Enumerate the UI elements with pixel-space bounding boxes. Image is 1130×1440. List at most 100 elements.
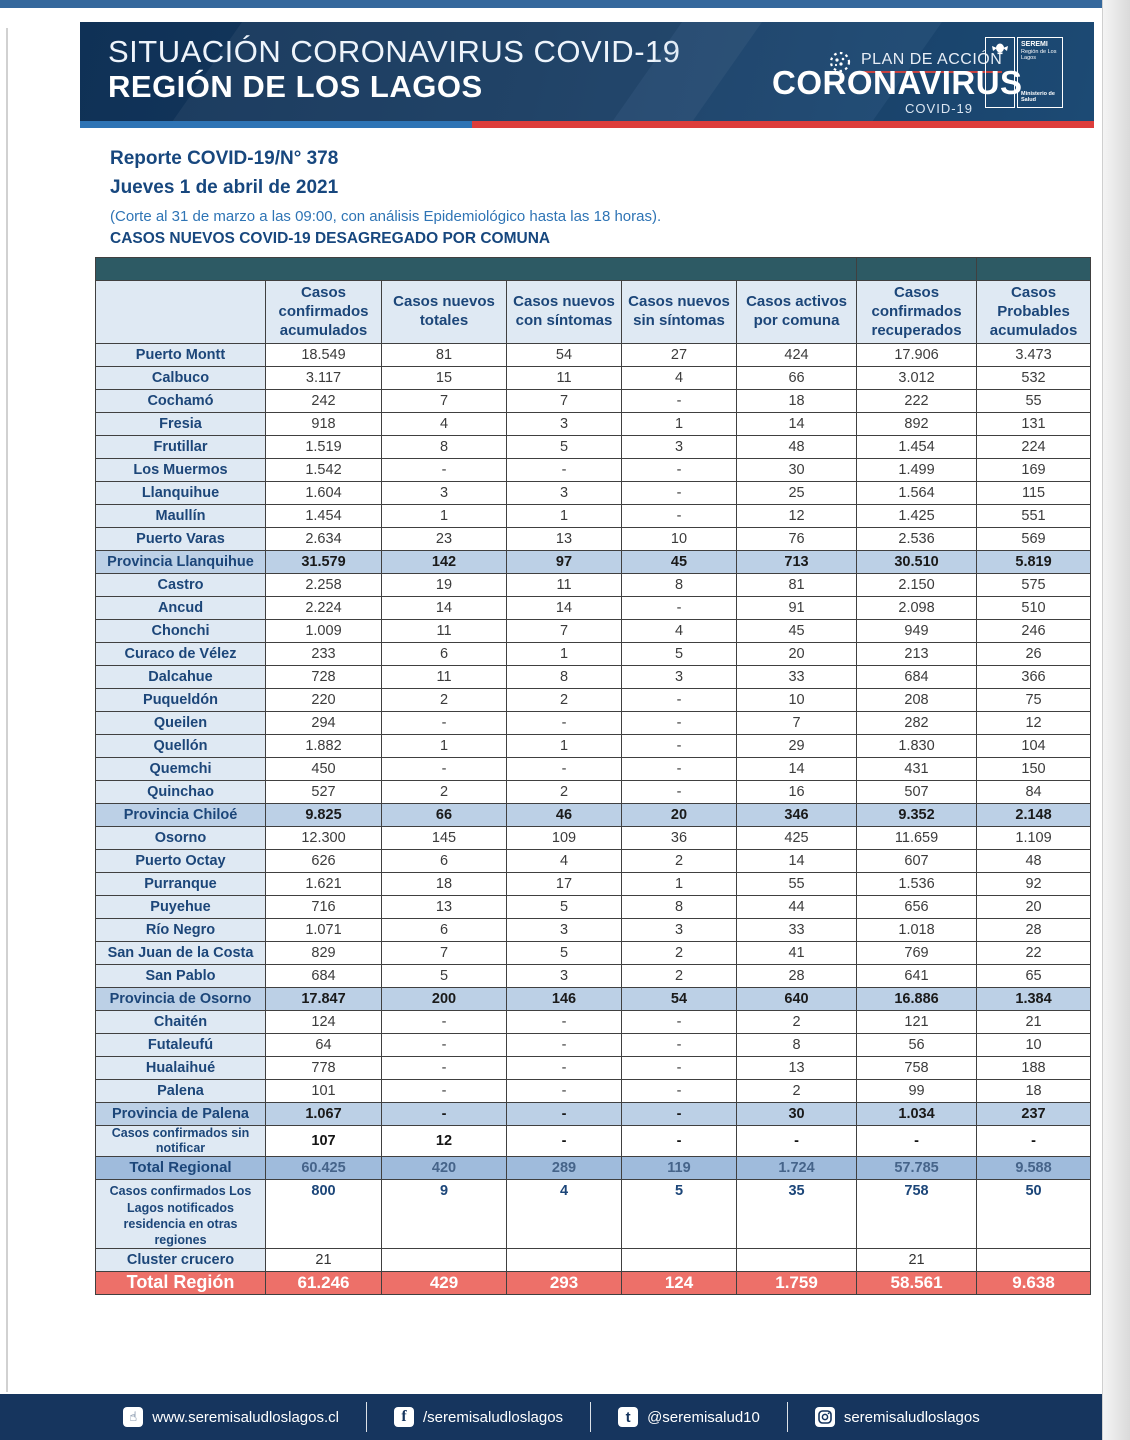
table-cell: 892 [856,412,978,437]
table-cell: 124 [621,1271,737,1296]
table-cell: 12 [735,504,858,529]
table-cell: 1.830 [856,734,978,759]
table-cell: 1.604 [265,481,382,506]
table-cell: 45 [735,619,858,644]
table-cell: 450 [265,757,382,782]
table-cell: 48 [735,435,858,460]
footer-divider [365,1402,367,1432]
table-cell: 656 [856,895,978,920]
table-cell: 5 [506,941,622,966]
row-label: Fresia [95,412,266,437]
row-label: Provincia Chiloé [95,803,266,828]
stripe-blue-segment [80,121,472,128]
table-cell: - [381,711,507,736]
table-cell: - [506,1102,622,1127]
table-cell: 17.847 [265,987,382,1012]
table-cell: - [621,1125,737,1158]
table-cell: 758 [856,1056,978,1081]
twitter-icon: t [618,1407,639,1427]
seremi-text-box: SEREMI Región de Los Lagos Ministerio de… [1017,37,1063,108]
table-cell: 429 [381,1271,507,1296]
table-cell: 57.785 [856,1156,978,1181]
row-label: Curaco de Vélez [95,642,266,667]
table-cell: 121 [856,1010,978,1035]
table-cell: 2 [621,849,737,874]
table-row: San Pablo 684 5 3 2 28 641 65 [95,964,1092,989]
table-row: San Juan de la Costa 829 7 5 2 41 769 22 [95,941,1092,966]
table-corner-cell [95,279,266,345]
table-cell: 289 [506,1156,622,1181]
footer-website-link[interactable]: ☝ www.seremisaludloslagos.cl [96,1407,366,1427]
table-cell: - [506,458,622,483]
table-cell: 16.886 [856,987,978,1012]
table-cell: 1.425 [856,504,978,529]
table-cell: 30 [735,1102,858,1127]
table-cell: 12 [381,1125,507,1158]
table-cell: 532 [976,366,1092,391]
table-cell: 641 [856,964,978,989]
table-cell: - [506,711,622,736]
table-row: Calbuco 3.117 15 11 4 66 3.012 532 [95,366,1092,391]
table-cell: 424 [735,343,858,368]
table-cell: - [621,1056,737,1081]
table-row: Frutillar 1.519 8 5 3 48 1.454 224 [95,435,1092,460]
table-cell [735,1248,858,1273]
footer-twitter-link[interactable]: t @seremisalud10 [591,1407,787,1427]
table-cell: 3 [621,435,737,460]
table-cell: 213 [856,642,978,667]
table-cell: 188 [976,1056,1092,1081]
table-cell: - [621,481,737,506]
table-cell: 84 [976,780,1092,805]
report-heading: Reporte COVID-19/N° 378 Jueves 1 de abri… [110,148,1010,248]
table-row: Llanquihue 1.604 3 3-25 1.564 115 [95,481,1092,506]
table-cell: 131 [976,412,1092,437]
table-cell: 18 [735,389,858,414]
table-cell: 9 [381,1179,507,1250]
table-cell: 728 [265,665,382,690]
accent-band-cell [856,257,978,281]
table-cell: 8 [506,665,622,690]
page-right-edge [1102,0,1130,1440]
table-cell: 242 [265,389,382,414]
table-cell: 7 [735,711,858,736]
table-cell: - [621,734,737,759]
table-cell: 1 [621,412,737,437]
plan-de-accion-label: PLAN DE ACCIÓN [861,51,1003,73]
table-cell: 8 [621,573,737,598]
table-cell: 14 [506,596,622,621]
table-cell: 30.510 [856,550,978,575]
table-cell: 4 [506,1179,622,1250]
table-cell: 8 [381,435,507,460]
table-row: Casos confirmados Los Lagos notificados … [95,1179,1092,1250]
row-label: Quinchao [95,780,266,805]
table-cell: 16 [735,780,858,805]
table-cell: 527 [265,780,382,805]
footer-instagram-link[interactable]: seremisaludloslagos [788,1407,1007,1427]
table-cell: 2 [621,964,737,989]
table-cell: 55 [735,872,858,897]
table-cell: - [506,1010,622,1035]
table-cell [506,1248,622,1273]
table-cell: 346 [735,803,858,828]
table-cell: 46 [506,803,622,828]
table-row: Quellón 1.882 1 1-29 1.830 104 [95,734,1092,759]
table-cell: 5 [621,642,737,667]
row-label: Quellón [95,734,266,759]
table-cell: 9.352 [856,803,978,828]
table-cell: 1 [506,504,622,529]
table-cell: 9.588 [976,1156,1092,1181]
table-cell: 1.882 [265,734,382,759]
row-label: Los Muermos [95,458,266,483]
table-row: Chonchi 1.009 11 7 4 45 949 246 [95,619,1092,644]
footer-facebook-link[interactable]: f /seremisaludloslagos [367,1407,590,1427]
table-cell: 3.473 [976,343,1092,368]
table-cell: 33 [735,918,858,943]
row-label: Quemchi [95,757,266,782]
report-subtitle: CASOS NUEVOS COVID-19 DESAGREGADO POR CO… [110,230,551,247]
virus-icon [829,51,851,73]
table-cell: 81 [381,343,507,368]
table-cell: 2 [506,780,622,805]
table-row: Puqueldón 220 2 2-10 208 75 [95,688,1092,713]
table-cell: 2 [381,780,507,805]
row-label: Puerto Montt [95,343,266,368]
